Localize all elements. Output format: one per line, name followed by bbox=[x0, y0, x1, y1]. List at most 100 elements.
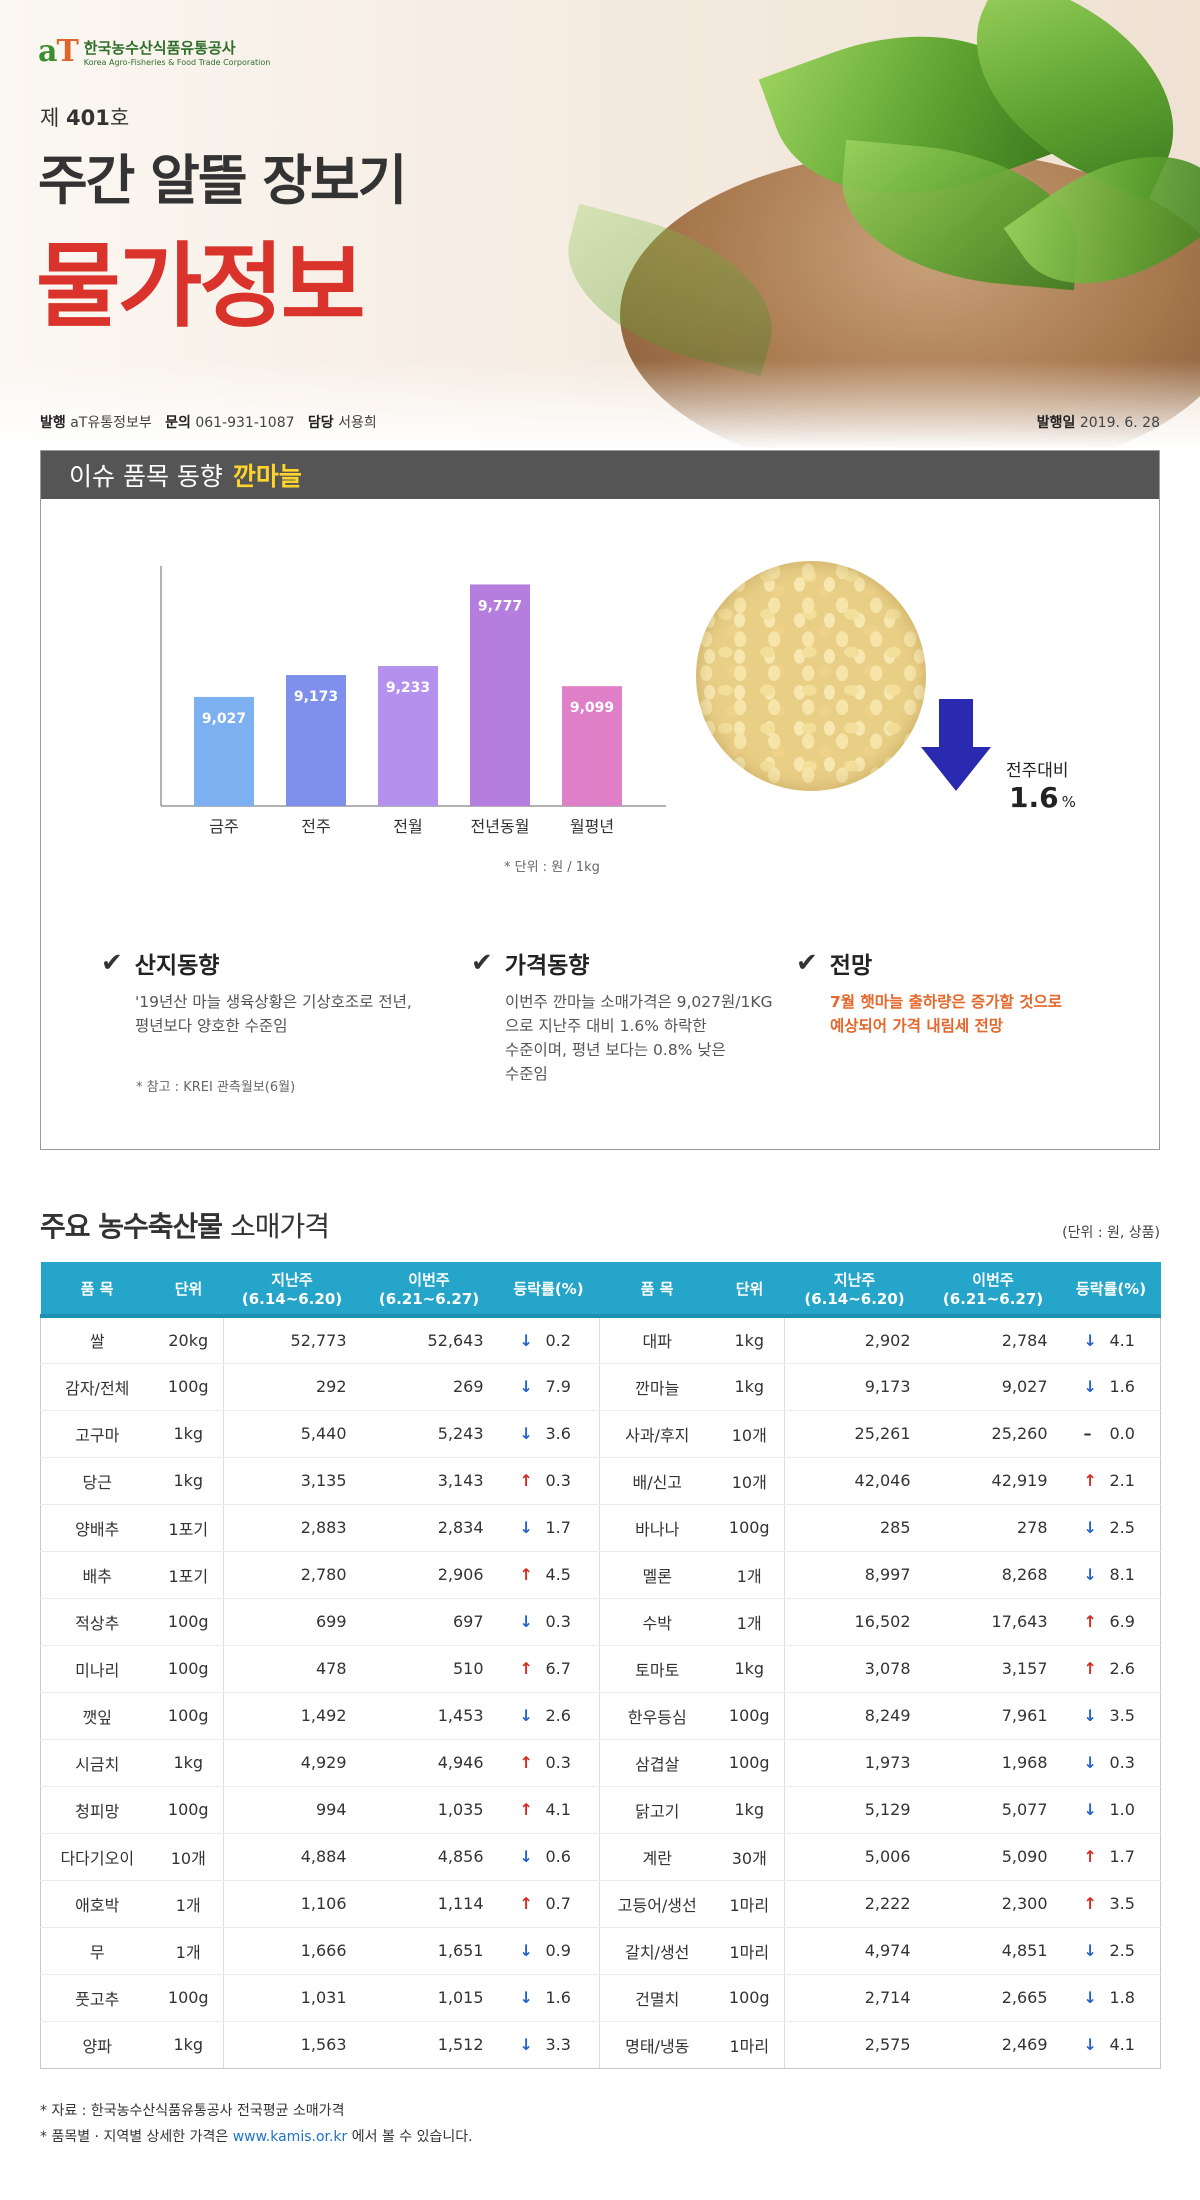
chart-category-label: 월평년 bbox=[570, 817, 614, 836]
this-week-price-cell: 4,851 bbox=[924, 1927, 1062, 1975]
unit-cell: 1kg bbox=[714, 1645, 785, 1693]
item-name-cell: 양배추 bbox=[40, 1504, 154, 1552]
unit-cell: 100g bbox=[153, 1645, 224, 1693]
arrow-down-icon: ↓ bbox=[1083, 1330, 1097, 1350]
page-title-highlight: 물가정보 bbox=[36, 233, 366, 340]
issue-number: 제 401호 bbox=[40, 106, 130, 130]
this-week-price-cell: 2,300 bbox=[924, 1880, 1062, 1928]
table-row: 애호박 1개 1,106 1,114 ↑ 0.7 고등어/생선 1마리 2,222 2,300 ↑ 3… bbox=[40, 1880, 1161, 1928]
arrow-down-icon: ↓ bbox=[519, 2035, 533, 2054]
change-value: 1.6% bbox=[1009, 781, 1076, 814]
arrow-down-icon: ↓ bbox=[519, 1988, 533, 2007]
item-name-cell: 배추 bbox=[40, 1551, 154, 1599]
change-rate-cell: ↑ 4.5 bbox=[497, 1551, 600, 1599]
change-rate-cell: ↓ 2.5 bbox=[1061, 1504, 1161, 1552]
last-week-price-cell: 3,135 bbox=[223, 1457, 361, 1505]
peeled-garlic-image bbox=[696, 561, 926, 791]
this-week-price-cell: 510 bbox=[360, 1645, 498, 1693]
this-week-price-cell: 5,090 bbox=[924, 1833, 1062, 1881]
arrow-up-icon: ↑ bbox=[1083, 1471, 1097, 1490]
down-arrow-icon bbox=[921, 699, 991, 791]
price-trend-title: 가격동향 bbox=[504, 953, 590, 979]
this-week-price-cell: 697 bbox=[360, 1598, 498, 1646]
table-row: 적상추 100g 699 697 ↓ 0.3 수박 1개 16,502 17,643 ↑ 6.9 bbox=[40, 1598, 1161, 1646]
change-rate-cell: ↓ 1.7 bbox=[497, 1504, 600, 1552]
detail-footnote: * 품목별 · 지역별 상세한 가격은 www.kamis.or.kr 에서 볼… bbox=[40, 2129, 473, 2145]
unit-cell: 1개 bbox=[714, 1598, 785, 1646]
last-week-price-cell: 2,575 bbox=[784, 2021, 925, 2069]
item-name-cell: 감자/전체 bbox=[40, 1363, 154, 1411]
change-rate-value: 0.7 bbox=[545, 1894, 571, 1913]
arrow-down-icon: ↓ bbox=[1083, 1753, 1097, 1772]
origin-trend-line: '19년산 마늘 생육상황은 기상호조로 전년, bbox=[135, 993, 412, 1011]
item-name-cell: 양파 bbox=[40, 2021, 154, 2069]
change-rate-value: 0.9 bbox=[545, 1941, 571, 1960]
unit-cell: 100g bbox=[714, 1692, 785, 1740]
last-week-price-cell: 16,502 bbox=[784, 1598, 925, 1646]
item-name-cell: 고구마 bbox=[40, 1410, 154, 1458]
table-row: 고구마 1kg 5,440 5,243 ↓ 3.6 사과/후지 10개 25,261 25,260… bbox=[40, 1410, 1161, 1458]
header-item: 품 목 bbox=[599, 1262, 715, 1318]
unit-cell: 1개 bbox=[153, 1880, 224, 1928]
item-name-cell: 적상추 bbox=[40, 1598, 154, 1646]
change-rate-value: 2.5 bbox=[1109, 1518, 1135, 1537]
header-banner: aT 한국농수산식품유통공사 Korea Agro-Fisheries & Fo… bbox=[0, 0, 1200, 450]
dash-icon: – bbox=[1083, 1424, 1092, 1443]
item-name-cell: 무 bbox=[40, 1927, 154, 1975]
this-week-price-cell: 4,856 bbox=[360, 1833, 498, 1881]
item-name-cell: 사과/후지 bbox=[599, 1410, 715, 1458]
this-week-price-cell: 1,015 bbox=[360, 1974, 498, 2022]
arrow-down-icon: ↓ bbox=[519, 1706, 533, 1725]
unit-cell: 100g bbox=[714, 1974, 785, 2022]
this-week-price-cell: 3,143 bbox=[360, 1457, 498, 1505]
item-name-cell: 명태/냉동 bbox=[599, 2021, 715, 2069]
last-week-price-cell: 285 bbox=[784, 1504, 925, 1552]
change-rate-cell: ↓ 3.3 bbox=[497, 2021, 600, 2069]
source-footnote: * 자료 : 한국농수산식품유통공사 전국평균 소매가격 bbox=[40, 2103, 345, 2119]
chart-data-label: 9,027 bbox=[202, 711, 246, 727]
change-rate-cell: ↓ 1.6 bbox=[497, 1974, 600, 2022]
arrow-up-icon: ↑ bbox=[519, 1894, 533, 1913]
header-last-week: 지난주(6.14~6.20) bbox=[223, 1262, 361, 1318]
table-row: 무 1개 1,666 1,651 ↓ 0.9 갈치/생선 1마리 4,974 4,851 ↓ 2.5 bbox=[40, 1927, 1161, 1975]
unit-cell: 1개 bbox=[153, 1927, 224, 1975]
this-week-price-cell: 1,968 bbox=[924, 1739, 1062, 1787]
unit-cell: 100g bbox=[714, 1739, 785, 1787]
arrow-down-icon: ↓ bbox=[1083, 1800, 1097, 1819]
this-week-price-cell: 1,651 bbox=[360, 1927, 498, 1975]
arrow-down-icon: ↓ bbox=[1083, 1706, 1097, 1725]
item-name-cell: 토마토 bbox=[599, 1645, 715, 1693]
chart-category-label: 전주 bbox=[301, 817, 330, 836]
kamis-link[interactable]: www.kamis.or.kr bbox=[232, 2129, 348, 2145]
this-week-price-cell: 2,906 bbox=[360, 1551, 498, 1599]
unit-cell: 1포기 bbox=[153, 1504, 224, 1552]
item-name-cell: 시금치 bbox=[40, 1739, 154, 1787]
arrow-up-icon: ↑ bbox=[519, 1659, 533, 1678]
change-rate-value: 2.6 bbox=[1109, 1659, 1135, 1678]
item-name-cell: 멜론 bbox=[599, 1551, 715, 1599]
last-week-price-cell: 1,106 bbox=[223, 1880, 361, 1928]
change-rate-value: 1.7 bbox=[545, 1518, 571, 1537]
change-rate-value: 4.1 bbox=[1109, 2035, 1135, 2054]
last-week-price-cell: 2,222 bbox=[784, 1880, 925, 1928]
last-week-price-cell: 8,249 bbox=[784, 1692, 925, 1740]
last-week-price-cell: 4,884 bbox=[223, 1833, 361, 1881]
chart-bar bbox=[378, 666, 438, 806]
table-row: 당근 1kg 3,135 3,143 ↑ 0.3 배/신고 10개 42,046 42,919 ↑ 2… bbox=[40, 1457, 1161, 1505]
unit-cell: 1마리 bbox=[714, 1927, 785, 1975]
item-name-cell: 애호박 bbox=[40, 1880, 154, 1928]
price-table-title: 주요 농수축산물 소매가격 bbox=[40, 1210, 330, 1243]
check-icon: ✔ bbox=[101, 948, 123, 978]
price-trend-line: 이번주 깐마늘 소매가격은 9,027원/1KG bbox=[505, 993, 773, 1011]
arrow-up-icon: ↑ bbox=[1083, 1659, 1097, 1678]
last-week-price-cell: 3,078 bbox=[784, 1645, 925, 1693]
last-week-price-cell: 5,129 bbox=[784, 1786, 925, 1834]
table-header-row: 품 목 단위 지난주(6.14~6.20) 이번주(6.21~6.27) 등락률… bbox=[40, 1262, 1161, 1318]
chart-data-label: 9,777 bbox=[478, 598, 522, 614]
arrow-down-icon: ↓ bbox=[519, 1612, 533, 1631]
chart-bar bbox=[194, 696, 254, 806]
this-week-price-cell: 278 bbox=[924, 1504, 1062, 1552]
this-week-price-cell: 1,035 bbox=[360, 1786, 498, 1834]
change-rate-value: 1.0 bbox=[1109, 1800, 1135, 1819]
arrow-up-icon: ↑ bbox=[1083, 1894, 1097, 1913]
